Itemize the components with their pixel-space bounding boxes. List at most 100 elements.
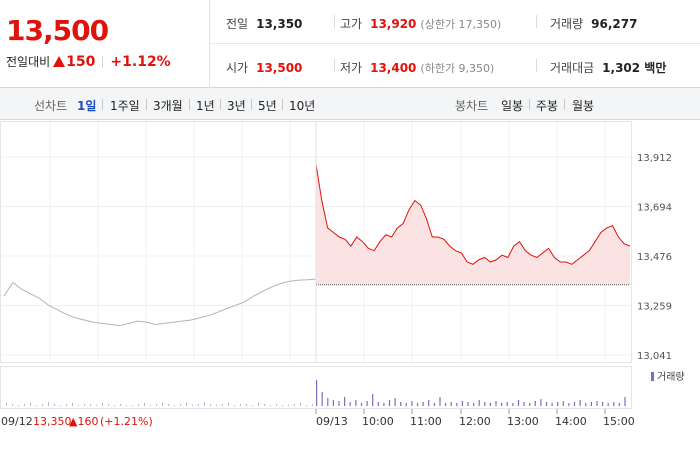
volume-bar xyxy=(222,404,223,406)
prev-day-close: 13,350 xyxy=(33,415,72,428)
tab-1y[interactable]: 1년 xyxy=(196,99,215,113)
prev-day-change: ▲160 xyxy=(69,415,98,428)
stats-row-1: 전일 13,350 고가 13,920 (상한가 17,350) 거래량 96,277 xyxy=(210,0,700,44)
up-triangle-icon xyxy=(53,56,66,67)
volume-bar xyxy=(545,402,548,406)
change-label: 전일대비 xyxy=(6,55,51,69)
volume-bar xyxy=(198,404,199,406)
tab-3m[interactable]: 3개월 xyxy=(153,99,183,113)
volume-bar xyxy=(512,403,514,406)
divider xyxy=(102,99,103,110)
prev-close-stat: 전일 13,350 xyxy=(226,17,303,31)
tab-3y[interactable]: 3년 xyxy=(227,99,246,113)
volume-bar xyxy=(78,405,79,406)
volume-bar xyxy=(573,402,576,406)
volume-bar xyxy=(12,404,13,406)
tab-monthly-candle[interactable]: 월봉 xyxy=(572,99,595,113)
y-tick-label: 13,259 xyxy=(637,302,672,313)
volume-bar xyxy=(246,404,247,406)
volume-bar xyxy=(618,403,620,406)
volume-bar xyxy=(540,399,542,406)
volume-bar xyxy=(360,403,363,406)
volume-bar xyxy=(590,402,592,406)
volume-bar xyxy=(54,404,55,406)
line-chart-label: 선차트 xyxy=(34,99,68,113)
volume-bar xyxy=(108,404,109,406)
change-rate: +1.12% xyxy=(110,53,171,70)
volume-bar xyxy=(60,405,61,406)
volume-bar xyxy=(264,404,265,406)
divider xyxy=(536,59,537,72)
volume-bar xyxy=(192,405,193,406)
volume-bar xyxy=(467,402,469,406)
volume-bar xyxy=(228,403,229,406)
volume-bar xyxy=(204,402,205,406)
volume-bar xyxy=(377,402,379,406)
volume-bar xyxy=(372,394,374,406)
volume-bar xyxy=(445,403,447,406)
divider xyxy=(251,99,252,110)
x-tick-label: 14:00 xyxy=(555,415,587,428)
volume-bar xyxy=(258,403,259,406)
tab-daily-candle[interactable]: 일봉 xyxy=(501,99,524,113)
volume-bars xyxy=(6,380,626,406)
x-tick-label: 11:00 xyxy=(410,415,442,428)
volume-bar xyxy=(48,402,49,406)
tab-weekly-candle[interactable]: 주봉 xyxy=(536,99,559,113)
x-axis: 09/13 10:00 11:00 12:00 13:00 14:00 15:00 xyxy=(315,409,635,428)
tab-1d[interactable]: 1일 xyxy=(77,99,97,113)
divider xyxy=(102,55,104,68)
y-tick-label: 13,912 xyxy=(637,153,672,164)
grid xyxy=(0,122,632,362)
volume-bar xyxy=(450,402,452,406)
volume-bar xyxy=(42,404,43,406)
volume-bar xyxy=(234,405,235,406)
divider xyxy=(334,59,335,72)
volume-legend: 거래량 xyxy=(657,371,685,383)
tab-1w[interactable]: 1주일 xyxy=(110,99,140,113)
volume-bar xyxy=(6,403,7,406)
volume-bar xyxy=(613,402,615,406)
volume-bar xyxy=(180,404,181,406)
volume-bar xyxy=(174,405,175,406)
volume-legend-swatch xyxy=(651,372,654,381)
divider xyxy=(564,99,565,110)
volume-bar xyxy=(240,404,241,406)
tab-5y[interactable]: 5년 xyxy=(258,99,277,113)
volume-bar xyxy=(306,405,307,406)
change-row: 전일대비 150 +1.12% xyxy=(6,53,171,70)
volume-bar xyxy=(478,400,480,406)
volume-bar xyxy=(523,402,525,406)
volume-bar xyxy=(579,400,581,406)
volume-bar xyxy=(461,401,463,406)
tab-10y[interactable]: 10년 xyxy=(289,99,316,113)
x-tick-label: 10:00 xyxy=(362,415,394,428)
volume-bar xyxy=(624,397,626,406)
volume-bar xyxy=(585,403,587,406)
volume-bar xyxy=(120,404,121,406)
volume-bar xyxy=(383,403,385,406)
divider xyxy=(529,99,530,110)
volume-bar xyxy=(338,401,340,406)
divider xyxy=(282,99,283,110)
volume-bar xyxy=(96,405,97,406)
open-stat: 시가 13,500 xyxy=(226,61,303,75)
volume-bar xyxy=(270,405,271,406)
volume-bar xyxy=(388,400,391,406)
volume-bar xyxy=(30,403,31,406)
y-tick-label: 13,041 xyxy=(637,351,672,362)
volume-bar xyxy=(366,401,368,406)
divider xyxy=(220,99,221,110)
volume-bar xyxy=(568,403,570,406)
volume-bar xyxy=(156,404,157,406)
prev-day-line xyxy=(3,278,317,327)
volume-bar xyxy=(72,403,73,406)
amount-stat: 거래대금 1,302 백만 xyxy=(550,61,667,75)
volume-bar xyxy=(114,405,115,406)
price-box: 13,500 전일대비 150 +1.12% xyxy=(0,0,210,88)
stats-panel: 전일 13,350 고가 13,920 (상한가 17,350) 거래량 96,277 … xyxy=(210,0,700,88)
volume-bar xyxy=(501,403,503,406)
volume-bar xyxy=(168,404,169,406)
volume-bar xyxy=(439,397,441,406)
volume-bar xyxy=(18,405,19,406)
